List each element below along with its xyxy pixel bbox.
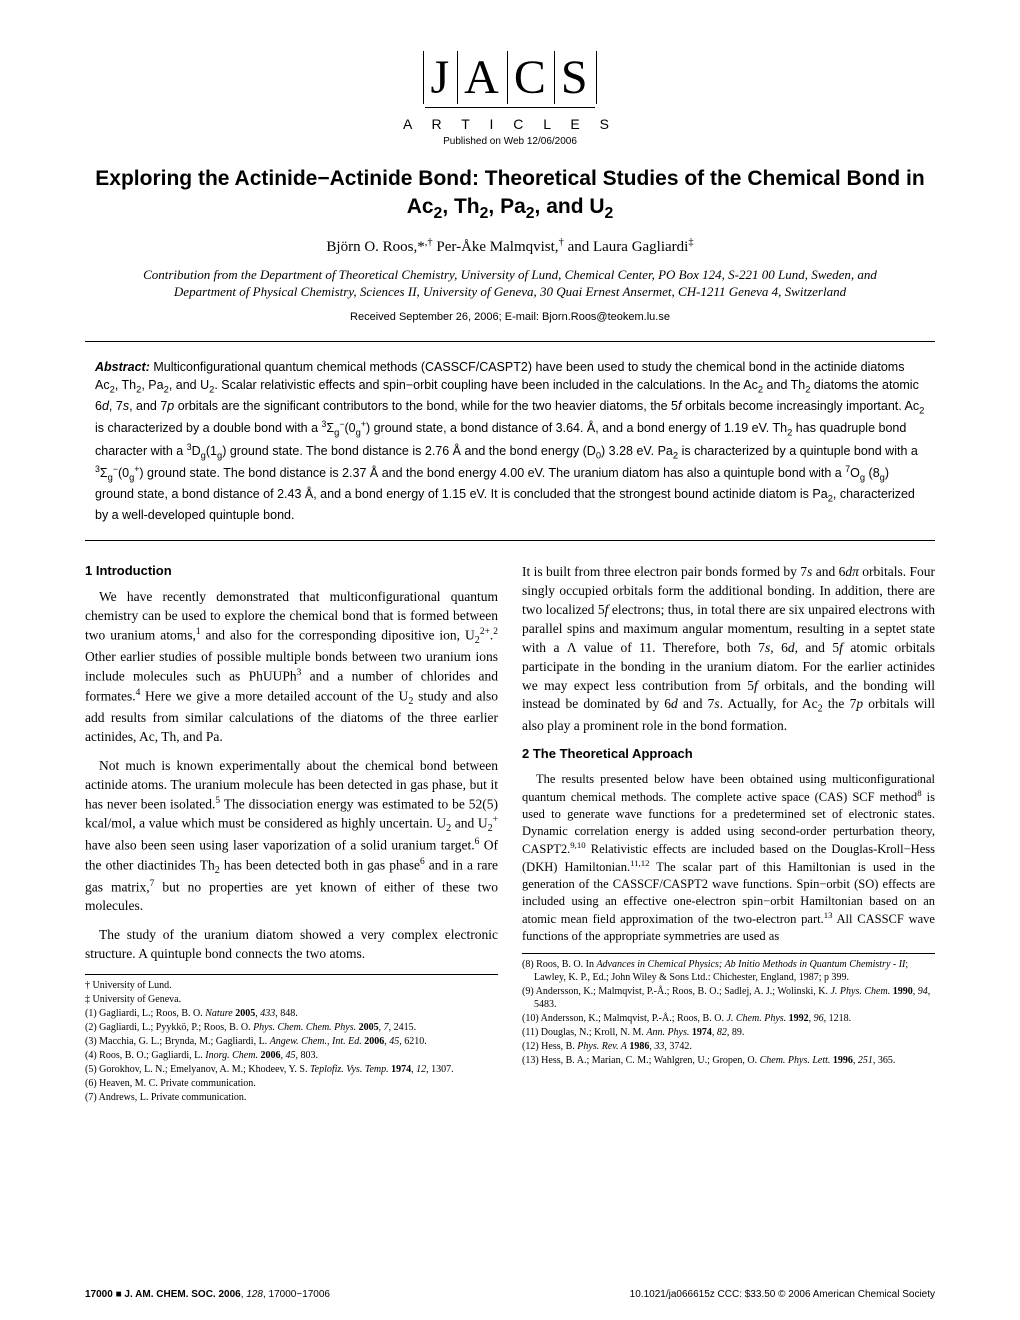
col2-para-1: It is built from three electron pair bon… (522, 563, 935, 736)
footnote-item: (4) Roos, B. O.; Gagliardi, L. Inorg. Ch… (85, 1049, 498, 1062)
right-column: It is built from three electron pair bon… (522, 563, 935, 1105)
intro-para-1: We have recently demonstrated that multi… (85, 588, 498, 747)
footnote-item: (13) Hess, B. A.; Marian, C. M.; Wahlgre… (522, 1054, 935, 1067)
footnote-item: (1) Gagliardi, L.; Roos, B. O. Nature 20… (85, 1007, 498, 1020)
footnotes-right: (8) Roos, B. O. In Advances in Chemical … (522, 953, 935, 1067)
footnote-item: (11) Douglas, N.; Kroll, N. M. Ann. Phys… (522, 1026, 935, 1039)
footnote-item: (9) Andersson, K.; Malmqvist, P.-Å.; Roo… (522, 985, 935, 1011)
journal-logo: JACS (85, 50, 935, 108)
footnote-item: (12) Hess, B. Phys. Rev. A 1986, 33, 374… (522, 1040, 935, 1053)
publication-date: Published on Web 12/06/2006 (85, 136, 935, 147)
footnote-item: (2) Gagliardi, L.; Pyykkö, P.; Roos, B. … (85, 1021, 498, 1034)
footnote-item: (10) Andersson, K.; Malmqvist, P.-Å.; Ro… (522, 1012, 935, 1025)
left-column: 1 Introduction We have recently demonstr… (85, 563, 498, 1105)
sec2-para-1: The results presented below have been ob… (522, 771, 935, 944)
footnote-item: ‡ University of Geneva. (85, 993, 498, 1006)
footnote-item: † University of Lund. (85, 979, 498, 992)
abstract-label: Abstract: (95, 360, 150, 374)
articles-label: A R T I C L E S (85, 116, 935, 132)
footnote-item: (5) Gorokhov, L. N.; Emelyanov, A. M.; K… (85, 1063, 498, 1076)
footnote-item: (8) Roos, B. O. In Advances in Chemical … (522, 958, 935, 984)
section-1-heading: 1 Introduction (85, 563, 498, 578)
page-footer: 17000 ■ J. AM. CHEM. SOC. 2006, 128, 170… (85, 1289, 935, 1300)
affiliation: Contribution from the Department of Theo… (85, 266, 935, 301)
intro-para-2: Not much is known experimentally about t… (85, 757, 498, 917)
abstract-text: Multiconfigurational quantum chemical me… (95, 360, 924, 522)
jacs-letters: JACS (85, 50, 935, 105)
footnote-item: (3) Macchia, G. L.; Brynda, M.; Gagliard… (85, 1035, 498, 1048)
section-2-heading: 2 The Theoretical Approach (522, 746, 935, 761)
abstract-box: Abstract: Multiconfigurational quantum c… (85, 341, 935, 541)
authors: Björn O. Roos,*,† Per-Åke Malmqvist,† an… (85, 237, 935, 256)
footer-right: 10.1021/ja066615z CCC: $33.50 © 2006 Ame… (630, 1289, 935, 1300)
received-line: Received September 26, 2006; E-mail: Bjo… (85, 311, 935, 323)
footnote-item: (7) Andrews, L. Private communication. (85, 1091, 498, 1104)
footnotes-left: † University of Lund.‡ University of Gen… (85, 974, 498, 1104)
article-title: Exploring the Actinide−Actinide Bond: Th… (85, 165, 935, 225)
footer-left: 17000 ■ J. AM. CHEM. SOC. 2006, 128, 170… (85, 1289, 330, 1300)
footnote-item: (6) Heaven, M. C. Private communication. (85, 1077, 498, 1090)
intro-para-3: The study of the uranium diatom showed a… (85, 926, 498, 964)
two-column-body: 1 Introduction We have recently demonstr… (85, 563, 935, 1105)
